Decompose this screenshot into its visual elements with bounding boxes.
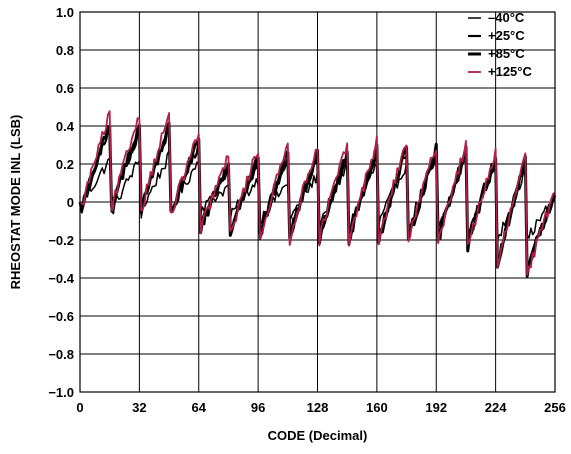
x-tick-label: 224 xyxy=(485,400,507,415)
series-line xyxy=(79,110,556,276)
x-tick-label: 256 xyxy=(544,400,566,415)
y-tick-label: −0.6 xyxy=(48,309,74,324)
x-tick-label: 64 xyxy=(192,400,207,415)
legend: –40°C +25°C +85°C +125°C xyxy=(468,10,532,79)
y-tick-label: 1.0 xyxy=(56,5,74,20)
legend-label: +125°C xyxy=(488,64,532,79)
x-tick-labels: 0 32 64 96 128 160 192 224 256 xyxy=(76,400,565,415)
x-tick-label: 192 xyxy=(425,400,447,415)
y-tick-label: 0.6 xyxy=(56,81,74,96)
x-tick-label: 160 xyxy=(366,400,388,415)
plot-frame xyxy=(79,11,556,393)
legend-label: –40°C xyxy=(488,10,525,25)
y-tick-label: 0.4 xyxy=(56,119,75,134)
x-tick-label: 0 xyxy=(76,400,83,415)
y-axis-title: RHEOSTAT MODE INL (LSB) xyxy=(8,115,23,290)
y-tick-labels: −1.0 −0.8 −0.6 −0.4 −0.2 0 0.2 0.4 0.6 0.8 1.0 xyxy=(48,5,74,400)
y-tick-label: −0.8 xyxy=(48,347,74,362)
series-lines xyxy=(78,110,557,278)
x-tick-label: 128 xyxy=(307,400,329,415)
x-tick-label: 32 xyxy=(132,400,146,415)
y-tick-label: 0.2 xyxy=(56,157,74,172)
y-tick-label: −1.0 xyxy=(48,385,74,400)
y-tick-label: 0.8 xyxy=(56,43,74,58)
x-tick-label: 96 xyxy=(251,400,265,415)
grid-lines xyxy=(79,11,556,393)
x-axis-title: CODE (Decimal) xyxy=(268,428,368,443)
y-tick-label: −0.4 xyxy=(48,271,74,286)
legend-label: +25°C xyxy=(488,28,525,43)
legend-label: +85°C xyxy=(488,46,525,61)
y-tick-label: 0 xyxy=(67,195,74,210)
y-tick-label: −0.2 xyxy=(48,233,74,248)
